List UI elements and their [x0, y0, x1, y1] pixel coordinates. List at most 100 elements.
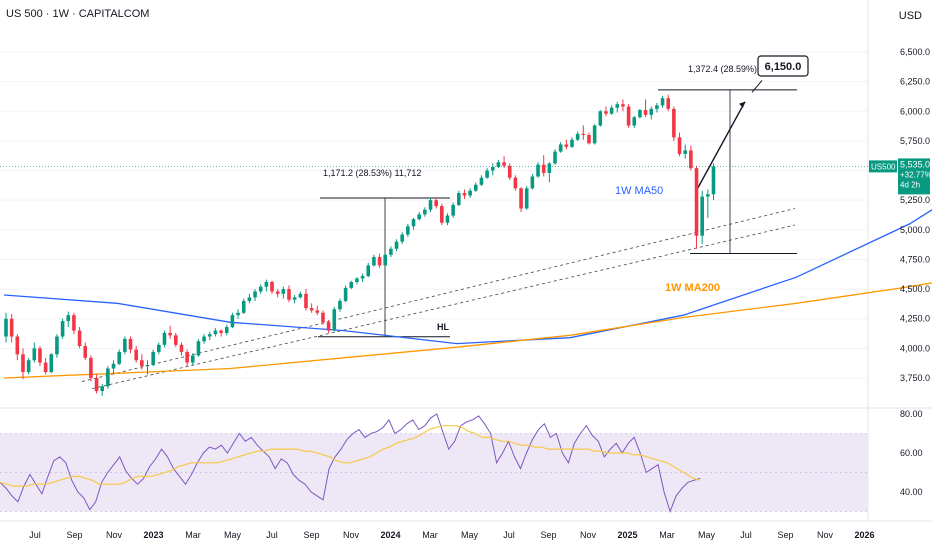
time-tick-label: Mar — [659, 530, 675, 540]
time-tick-label: Sep — [303, 530, 319, 540]
candle-body — [609, 107, 614, 114]
candle-body — [315, 310, 320, 313]
hl-label: HL — [437, 322, 449, 332]
ma50-label: 1W MA50 — [615, 185, 663, 197]
candle-body — [213, 330, 218, 335]
candle-body — [502, 162, 506, 166]
rsi-axis: 80.00 60.00 40.00 — [900, 409, 923, 497]
rsi-tick-label: 40.00 — [900, 487, 923, 497]
candle-body — [60, 321, 65, 337]
time-tick-label: 2023 — [143, 530, 163, 540]
rsi-tick-label: 60.00 — [900, 448, 923, 458]
candle-body — [338, 300, 342, 310]
target-box — [757, 55, 809, 77]
ma50-line — [3, 209, 932, 345]
candle-body — [106, 368, 110, 387]
time-tick-label: Mar — [185, 530, 201, 540]
time-tick-label: 2025 — [617, 530, 637, 540]
candle-body — [457, 193, 461, 205]
currency-label[interactable]: USD — [898, 10, 922, 22]
time-tick-label: May — [461, 530, 479, 540]
candle-body — [168, 332, 172, 336]
candles — [4, 94, 716, 396]
candle-body — [275, 291, 280, 294]
candle-body — [473, 184, 478, 191]
candle-body — [32, 348, 37, 361]
price-tick-label: 4,250.0 — [900, 314, 930, 324]
candle-body — [145, 364, 150, 367]
candle-body — [89, 357, 93, 378]
candle-body — [100, 386, 105, 392]
candle-body — [468, 190, 472, 196]
target-label: 6,150.0 — [765, 61, 802, 73]
candle-body — [377, 257, 382, 266]
time-tick-label: May — [698, 530, 716, 540]
candle-body — [706, 194, 710, 197]
current-price-label: 5,535.0 — [900, 159, 930, 169]
candle-body — [241, 300, 246, 313]
candle-body — [298, 293, 303, 298]
time-tick-label: 2024 — [380, 530, 400, 540]
candle-body — [309, 308, 314, 311]
time-tick-label: Nov — [580, 530, 597, 540]
candle-body — [655, 105, 659, 109]
time-tick-label: Sep — [777, 530, 793, 540]
candle-body — [179, 344, 184, 352]
candle-body — [196, 341, 201, 356]
rsi-band — [0, 433, 868, 512]
time-tick-label: Nov — [343, 530, 360, 540]
candle-body — [94, 378, 99, 392]
candle-body — [558, 144, 563, 152]
candle-body — [304, 293, 308, 309]
measure2-label: 1,372.4 (28.59%) 13 — [688, 64, 770, 74]
candle-body — [9, 318, 14, 337]
time-axis: Jul Sep Nov 2023 Mar May Jul Sep Nov 2024 Mar May Ju… — [0, 520, 932, 540]
rsi-ma-line — [0, 425, 701, 487]
candle-body — [355, 278, 359, 282]
price-tick-label: 5,000.0 — [900, 225, 930, 235]
candle-body — [332, 309, 337, 331]
candle-body — [694, 168, 699, 236]
candle-body — [21, 354, 25, 373]
candle-body — [553, 151, 557, 164]
candle-body — [400, 234, 404, 242]
candle-body — [683, 150, 687, 154]
candle-body — [134, 349, 138, 361]
candle-body — [423, 209, 427, 215]
candle-body — [117, 351, 121, 364]
candle-body — [4, 318, 8, 337]
candle-body — [564, 144, 569, 147]
candle-body — [26, 360, 31, 373]
candle-body — [677, 137, 682, 154]
candle-body — [519, 188, 523, 209]
symbol-tag — [869, 160, 897, 173]
time-tick-label: 2026 — [854, 530, 874, 540]
candle-body — [711, 166, 716, 195]
candle-body — [219, 330, 223, 333]
candle-body — [428, 200, 433, 210]
candle-body — [287, 289, 291, 300]
grid — [0, 0, 932, 520]
candle-body — [174, 335, 178, 345]
candle-body — [140, 360, 144, 367]
chart-title: US 500 · 1W · CAPITALCOM — [6, 8, 150, 20]
candle-body — [349, 281, 354, 288]
candle-body — [626, 106, 631, 126]
candle-body — [190, 355, 195, 363]
time-tick-label: Nov — [106, 530, 123, 540]
candle-body — [123, 338, 127, 352]
measure1-label: 1,171.2 (28.53%) 11,712 — [323, 168, 421, 178]
candle-body — [66, 315, 71, 322]
price-tick-label: 4,000.0 — [900, 343, 930, 353]
time-tick-label: Jul — [29, 530, 41, 540]
candle-body — [55, 336, 59, 355]
candle-body — [666, 98, 671, 109]
candle-body — [394, 241, 399, 249]
candle-body — [230, 315, 235, 328]
candle-body — [451, 204, 455, 216]
price-tick-label: 3,750.0 — [900, 373, 930, 383]
candle-body — [547, 163, 552, 173]
candle-body — [151, 351, 155, 365]
